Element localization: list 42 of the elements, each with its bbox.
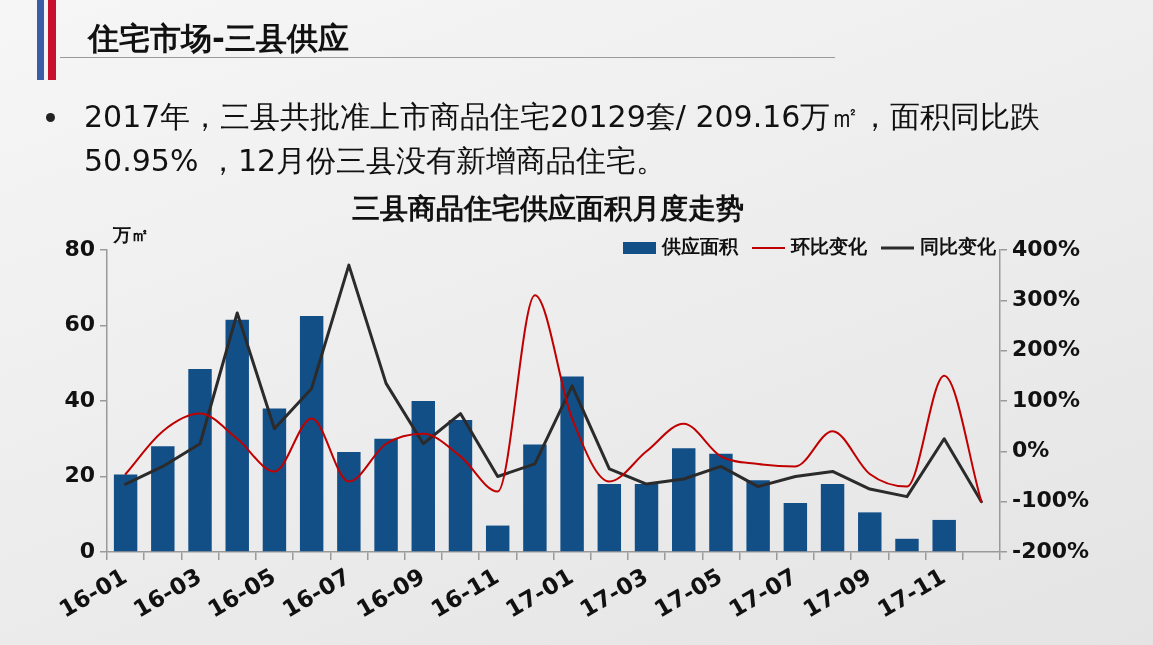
legend-label: 同比变化 xyxy=(920,234,997,257)
y2-tick-label: 300% xyxy=(1012,286,1080,312)
y-tick-label: 60 xyxy=(64,311,95,337)
bar xyxy=(672,448,696,552)
bar xyxy=(932,519,956,552)
bar xyxy=(858,512,882,552)
text: 2017年，三县共批准上市商品住宅20129套/ 209.16万㎡，面积同比跌50.95% ，12月份三县没有新增商品住宅。 xyxy=(84,98,1042,180)
y-tick-label: 40 xyxy=(64,386,95,412)
bar xyxy=(113,474,138,552)
bar xyxy=(820,484,845,552)
y-tick-label: 0 xyxy=(79,537,95,563)
y2-tick-label: 100% xyxy=(1012,386,1080,412)
bar xyxy=(337,451,361,552)
bar xyxy=(485,525,510,552)
y2-tick-label: -200% xyxy=(1012,537,1090,563)
bar xyxy=(634,484,659,552)
bar xyxy=(411,401,435,552)
y2-tick-label: 400% xyxy=(1012,235,1080,261)
y-tick-label: 80 xyxy=(64,235,95,261)
bar xyxy=(151,446,175,552)
bar xyxy=(560,376,584,552)
bar xyxy=(448,419,473,552)
bar xyxy=(746,480,770,552)
bar xyxy=(299,316,324,552)
y-tick-label: 20 xyxy=(64,462,95,488)
bar xyxy=(374,438,398,552)
y2-tick-label: 200% xyxy=(1012,336,1080,362)
bar xyxy=(225,319,249,552)
text: 住宅市场-三县供应 xyxy=(88,19,349,58)
bar xyxy=(188,368,212,552)
bar xyxy=(709,453,733,552)
y2-tick-label: -100% xyxy=(1012,487,1090,513)
bar xyxy=(895,538,919,552)
bar xyxy=(597,484,622,552)
legend-label: 供应面积 xyxy=(661,234,739,257)
bar xyxy=(523,444,547,552)
y2-tick-label: 0% xyxy=(1012,437,1050,463)
bar xyxy=(783,502,808,552)
legend-label: 环比变化 xyxy=(790,234,868,257)
chart-title: 三县商品住宅供应面积月度走势 xyxy=(351,191,745,227)
bar xyxy=(262,408,287,552)
y-axis-title: 万㎡ xyxy=(112,223,149,245)
